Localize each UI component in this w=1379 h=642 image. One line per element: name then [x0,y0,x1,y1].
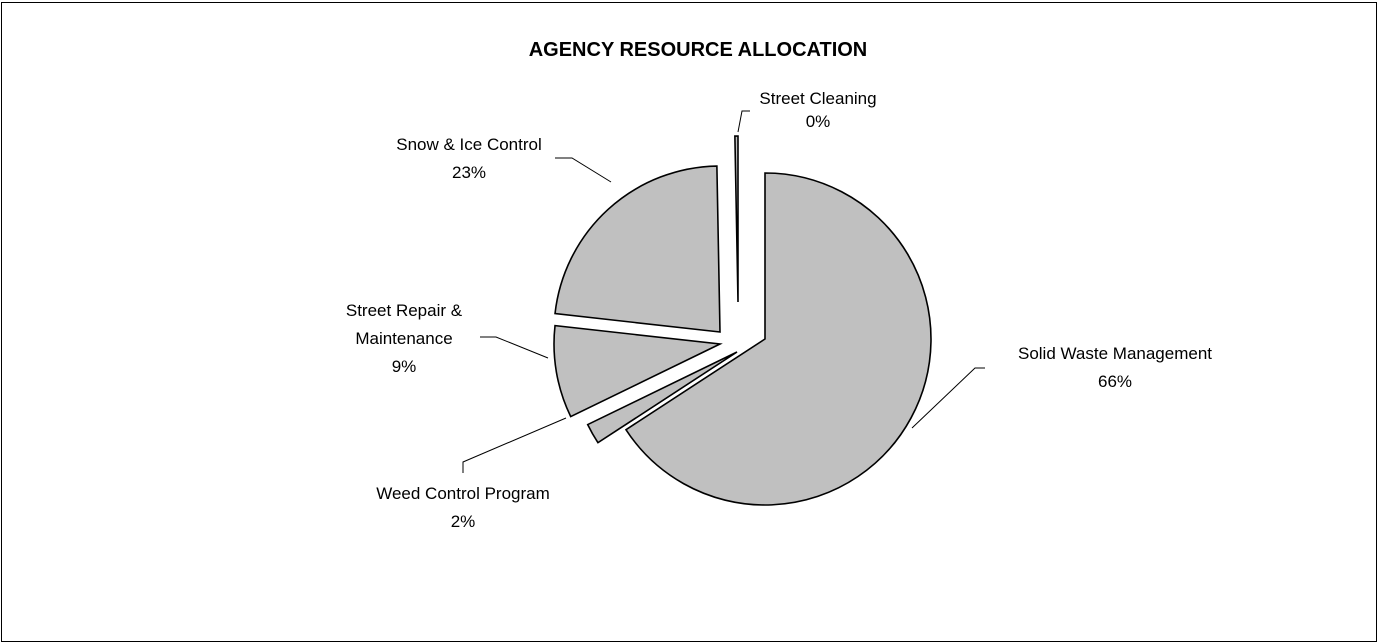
slice-weed-control [586,351,738,444]
pie-chart: AGENCY RESOURCE ALLOCATION Street Cleani… [346,39,1212,531]
slice-label-solid-waste-name: Solid Waste Management [1018,344,1212,363]
slice-label-street-repair-line1: Street Repair & [346,301,463,320]
slice-street-repair [553,324,723,418]
leader-snow-ice [555,157,612,183]
leader-solid-waste [911,367,985,429]
slice-label-weed-control-percent: 2% [451,512,476,531]
slice-street-cleaning [734,135,739,303]
slice-label-snow-ice-percent: 23% [452,163,486,182]
slice-label-street-cleaning-name: Street Cleaning [759,89,876,108]
slice-label-weed-control-name: Weed Control Program [376,484,550,503]
leader-weed-control [462,417,567,473]
slice-label-solid-waste-percent: 66% [1098,372,1132,391]
slice-solid-waste [624,172,932,506]
slice-label-snow-ice-name: Snow & Ice Control [396,135,542,154]
chart-title: AGENCY RESOURCE ALLOCATION [529,39,868,61]
slice-label-street-repair-line2: Maintenance [355,329,452,348]
slice-label-street-repair-percent: 9% [392,357,417,376]
leader-street-repair [480,336,549,359]
slice-snow-ice [554,165,721,333]
slice-label-street-cleaning-percent: 0% [806,112,831,131]
pie-slices [553,135,932,506]
leader-lines [462,110,985,473]
leader-street-cleaning [737,110,750,133]
